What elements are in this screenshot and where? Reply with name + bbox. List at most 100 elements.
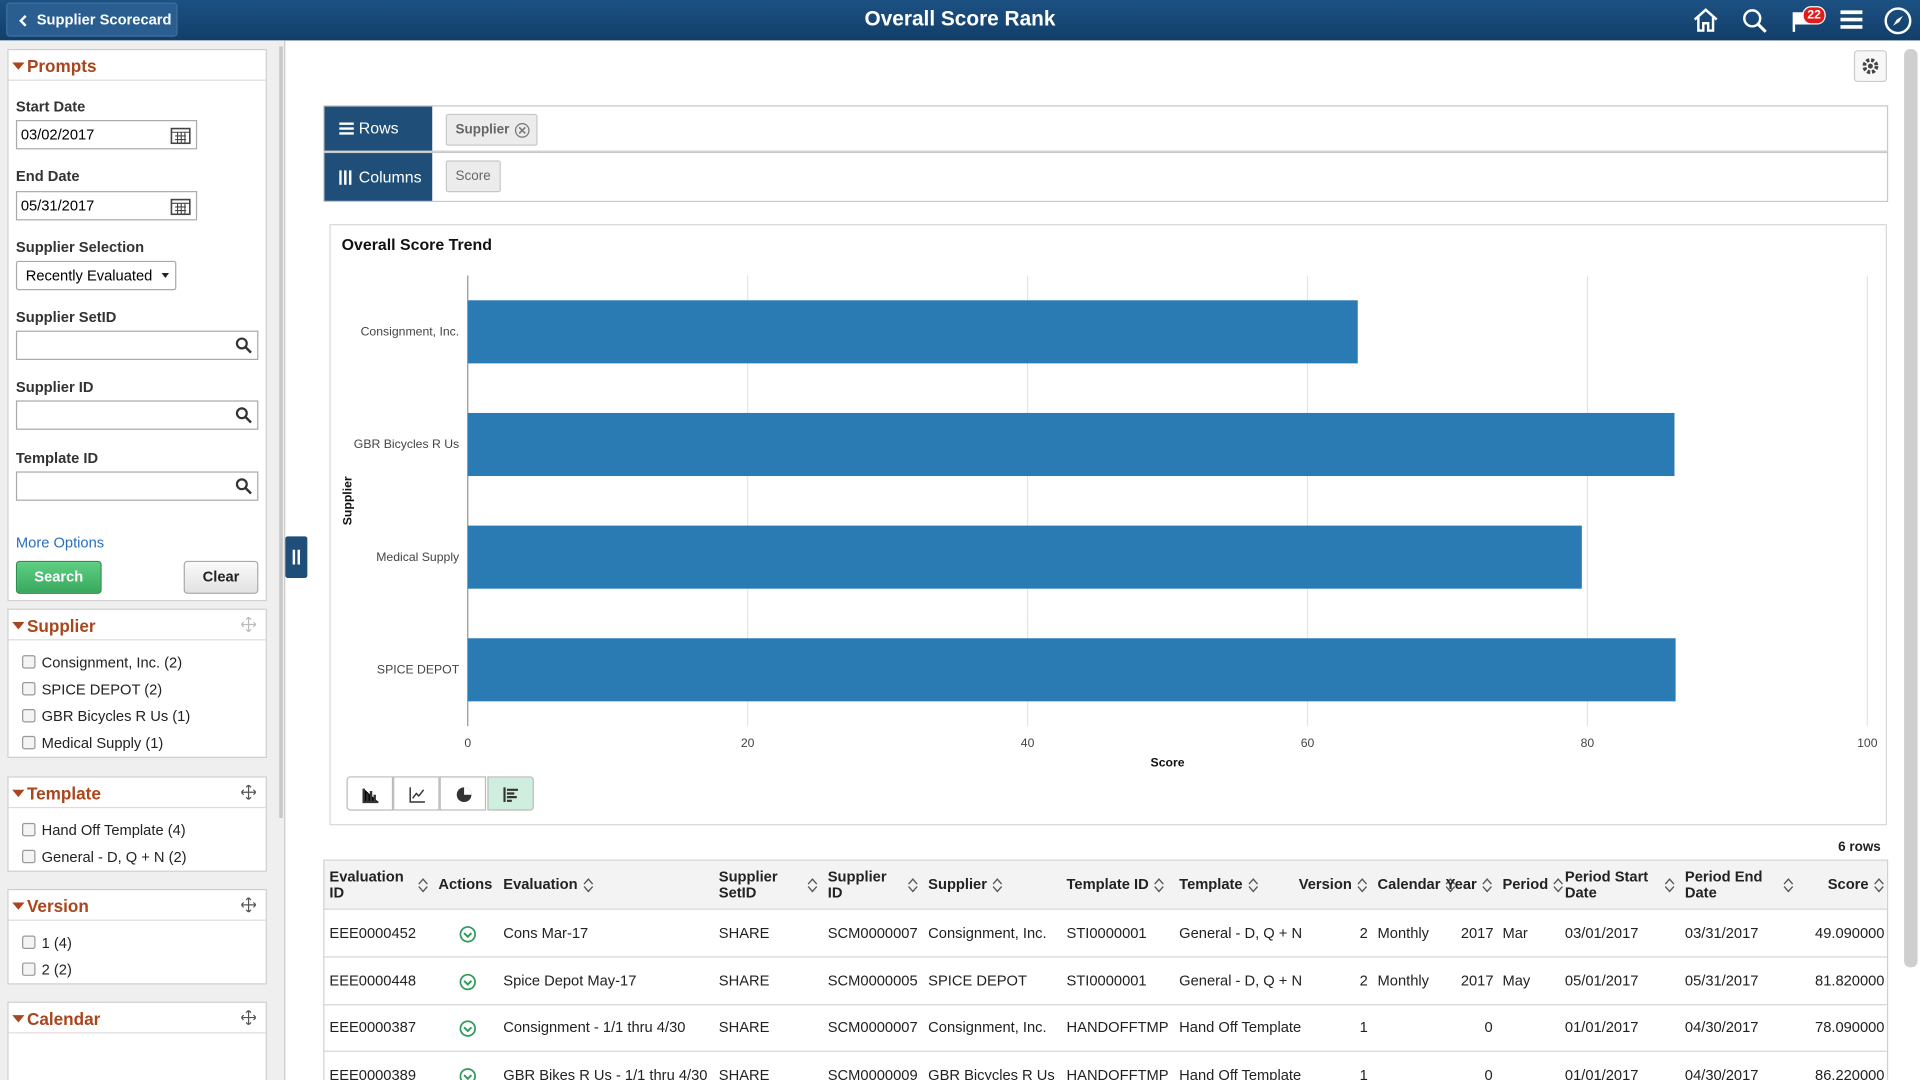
action-circle (459, 926, 476, 943)
supplier-id-input[interactable] (15, 400, 259, 430)
clear-button[interactable]: Clear (183, 560, 259, 594)
bar-chart-button[interactable] (487, 776, 534, 811)
back-label: Supplier Scorecard (36, 11, 172, 29)
column-header[interactable]: Supplier ID (823, 861, 923, 909)
line-chart-button[interactable] (393, 776, 440, 811)
grid-cell: STI0000001 (1066, 971, 1147, 989)
collapse-icon[interactable] (12, 1015, 25, 1023)
rows-chip[interactable]: Supplier (445, 113, 538, 146)
sort-icon[interactable] (992, 877, 1003, 892)
sort-icon[interactable] (1783, 877, 1794, 892)
column-header[interactable]: Actions (433, 861, 498, 909)
search-icon[interactable] (1741, 7, 1768, 34)
column-header-label: Supplier ID (827, 867, 887, 901)
move-icon[interactable] (241, 784, 256, 800)
sort-icon[interactable] (1445, 877, 1456, 892)
remove-icon[interactable] (514, 122, 530, 138)
checkbox[interactable] (22, 935, 36, 949)
column-header[interactable]: Period End Date (1680, 861, 1799, 909)
column-header[interactable]: Period (1498, 861, 1564, 909)
columns-chip[interactable]: Score (445, 160, 501, 193)
column-header[interactable]: Evaluation ID (324, 861, 433, 909)
calendar-icon[interactable] (170, 197, 191, 216)
panel-toggle[interactable] (285, 536, 308, 578)
column-header[interactable]: Period Start Date (1560, 861, 1680, 909)
settings-button[interactable] (1853, 50, 1887, 83)
sort-icon[interactable] (1553, 877, 1564, 892)
end-date-input[interactable]: 05/31/2017 (15, 191, 198, 221)
collapse-icon[interactable] (12, 622, 25, 630)
calendar-icon[interactable] (170, 126, 191, 145)
grid-cell: 1 (1359, 1018, 1368, 1036)
move-icon[interactable] (241, 897, 256, 913)
column-header[interactable]: Calendar (1373, 861, 1456, 909)
sort-icon[interactable] (907, 877, 918, 892)
column-header[interactable]: Template ID (1062, 861, 1175, 909)
sort-icon[interactable] (1873, 877, 1884, 892)
column-header[interactable]: Evaluation (498, 861, 714, 909)
move-icon[interactable] (241, 1010, 256, 1025)
column-header[interactable]: Year (1446, 861, 1498, 909)
pie-chart-button[interactable] (439, 776, 487, 811)
checkbox[interactable] (22, 849, 36, 864)
column-header-label: Supplier SetID (718, 867, 778, 901)
facet-box: Version 1 (4) 2 (2) (7, 888, 267, 985)
sort-icon[interactable] (582, 877, 593, 892)
column-header-label: Template (1179, 875, 1243, 893)
collapse-icon[interactable] (12, 789, 25, 798)
checkbox[interactable] (22, 682, 36, 696)
back-button[interactable]: Supplier Scorecard (6, 2, 178, 37)
checkbox[interactable] (22, 962, 36, 976)
navbar-icon[interactable] (1883, 6, 1912, 35)
grid-cell: Monthly (1377, 971, 1430, 989)
lookup-icon[interactable] (235, 407, 252, 424)
grid-cell: SHARE (718, 971, 770, 989)
row-action-button[interactable] (459, 1020, 476, 1037)
lookup-icon[interactable] (235, 337, 252, 354)
sort-icon[interactable] (1248, 877, 1259, 892)
x-tick-label: 100 (1857, 736, 1878, 750)
collapse-icon[interactable] (12, 62, 25, 70)
home-icon[interactable] (1692, 7, 1719, 32)
page-scrollbar (1904, 48, 1918, 968)
checkbox[interactable] (22, 708, 36, 723)
checkbox[interactable] (22, 822, 36, 837)
checkbox[interactable] (22, 655, 36, 669)
row-action-button[interactable] (459, 926, 476, 943)
column-header[interactable]: Supplier (923, 861, 1061, 909)
field-label: Supplier ID (15, 378, 94, 396)
search-button[interactable]: Search (15, 560, 102, 594)
facet-box: Calendar (7, 1001, 267, 1080)
column-header[interactable]: Score (1799, 861, 1890, 909)
supplier-selection-dropdown[interactable]: Recently Evaluated (15, 260, 177, 291)
column-header[interactable]: Version (1299, 861, 1373, 909)
more-options-link[interactable]: More Options (15, 533, 105, 552)
menu-icon[interactable] (1840, 10, 1863, 30)
column-chart-button[interactable] (346, 776, 394, 811)
checkbox[interactable] (22, 735, 36, 750)
template-id-input[interactable] (15, 471, 259, 501)
grid-cell: SCM0000005 (827, 971, 918, 989)
sort-icon[interactable] (1357, 877, 1368, 892)
column-header[interactable]: Supplier SetID (714, 861, 823, 909)
sort-icon[interactable] (807, 877, 818, 892)
facet-option: Medical Supply (1) (41, 734, 164, 752)
row-action-button[interactable] (459, 973, 476, 990)
x-tick-label: 60 (1301, 736, 1315, 750)
collapse-icon[interactable] (12, 902, 25, 910)
grid-cell: Consignment - 1/1 thru 4/30 (503, 1018, 686, 1036)
lookup-icon[interactable] (235, 478, 252, 495)
move-glyph (241, 784, 256, 800)
sort-icon[interactable] (1154, 877, 1165, 892)
column-header[interactable]: Template (1174, 861, 1309, 909)
grid-cell: EEE0000387 (329, 1018, 417, 1036)
move-icon[interactable] (241, 617, 256, 632)
line-chart-icon (409, 787, 425, 803)
row-action-button[interactable] (459, 1067, 476, 1080)
sort-icon[interactable] (418, 877, 429, 892)
supplier-setid-input[interactable] (15, 330, 259, 361)
sort-icon[interactable] (1482, 877, 1493, 892)
start-date-input[interactable]: 03/02/2017 (15, 120, 198, 150)
sort-icon[interactable] (1664, 877, 1675, 892)
